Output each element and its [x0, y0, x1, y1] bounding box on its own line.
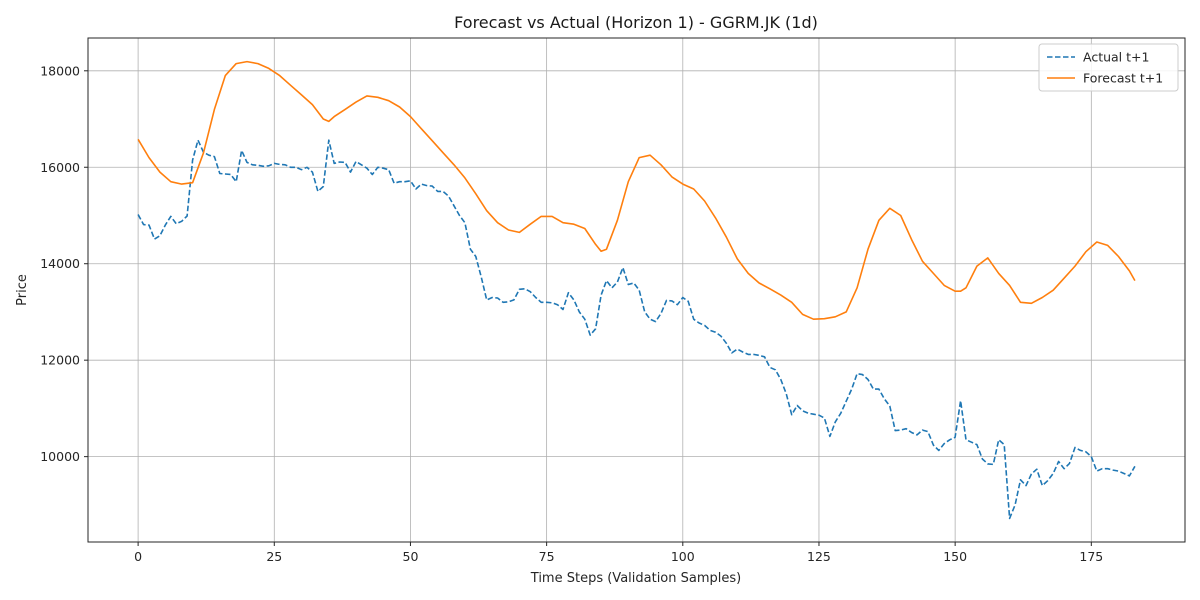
series-line-1 — [137, 60, 1136, 321]
y-tick-label: 16000 — [40, 160, 80, 175]
x-tick-label: 0 — [134, 549, 142, 564]
y-tick-label: 18000 — [40, 63, 80, 78]
y-axis-label: Price — [15, 274, 30, 306]
x-tick-label: 125 — [807, 549, 831, 564]
x-tick-label: 100 — [671, 549, 695, 564]
plot-area — [88, 38, 1185, 542]
legend-box — [1038, 43, 1179, 92]
series-layer — [137, 60, 1136, 520]
x-tick-label: 150 — [943, 549, 967, 564]
y-axis: 10000 12000 14000 16000 18000 — [40, 63, 88, 464]
legend-label-1: Forecast t+1 — [1083, 71, 1163, 86]
y-tick-label: 10000 — [40, 449, 80, 464]
y-tick-label: 12000 — [40, 353, 80, 368]
x-tick-label: 75 — [539, 549, 555, 564]
x-axis: 0 25 50 75 100 125 150 175 — [134, 542, 1103, 564]
x-tick-label: 25 — [266, 549, 282, 564]
series-line-0 — [137, 139, 1136, 520]
legend: Actual t+1 Forecast t+1 — [1038, 43, 1179, 92]
x-tick-label: 50 — [403, 549, 419, 564]
x-axis-label: Time Steps (Validation Samples) — [530, 571, 741, 586]
chart-title: Forecast vs Actual (Horizon 1) - GGRM.JK… — [454, 13, 818, 32]
plot-frame — [87, 37, 1186, 543]
y-tick-label: 14000 — [40, 256, 80, 271]
grid-lines — [88, 38, 1185, 542]
x-tick-label: 175 — [1079, 549, 1103, 564]
legend-label-0: Actual t+1 — [1083, 50, 1149, 65]
